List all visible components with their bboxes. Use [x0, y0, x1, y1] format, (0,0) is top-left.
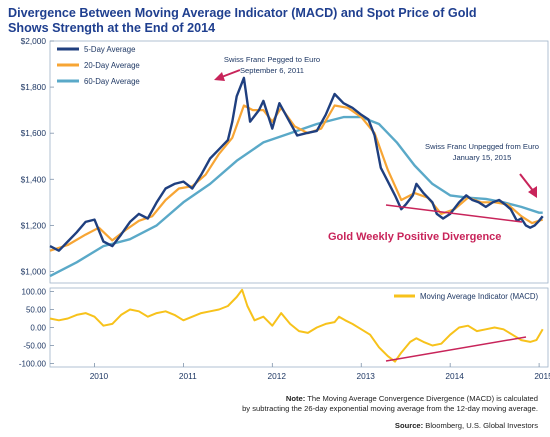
note-label: Note: — [285, 394, 306, 403]
legend-label-macd: Moving Average Indicator (MACD) — [420, 292, 539, 301]
x-tick-label: 2014 — [445, 371, 464, 381]
macd-y-tick-label: 0.00 — [30, 324, 46, 333]
price-y-tick-label: $1,200 — [21, 220, 47, 230]
chart-title: Divergence Between Moving Average Indica… — [8, 6, 528, 36]
legend-label-five-day-average-line: 5-Day Average — [84, 45, 135, 54]
x-tick-label: 2010 — [90, 371, 109, 381]
title-line-1: Divergence Between Moving Average Indica… — [8, 6, 477, 20]
annotation-peg-line1: Swiss Franc Pegged to Euro — [224, 55, 320, 64]
legend-label-twenty-day-average-line: 20-Day Average — [84, 61, 140, 70]
note-text-line-2: by subtracting the 26-day exponential mo… — [242, 404, 538, 413]
macd-y-tick-label: 50.00 — [26, 306, 47, 315]
price-y-tick-label: $2,000 — [21, 36, 47, 46]
macd-y-tick-label: -50.00 — [23, 341, 46, 350]
x-tick-label: 2011 — [179, 371, 197, 381]
macd-y-tick-label: -100.00 — [19, 359, 47, 368]
title-line-2: Shows Strength at the End of 2014 — [8, 21, 216, 35]
twenty-day-average-line — [49, 104, 544, 252]
macd-divergence-line — [385, 336, 527, 362]
chart-note: Note: The Moving Average Convergence Div… — [18, 394, 538, 414]
x-tick-label: 2012 — [268, 371, 287, 381]
source-label: Source: — [394, 421, 424, 430]
x-tick-label: 2015 — [534, 371, 550, 381]
x-tick-label: 2013 — [356, 371, 375, 381]
annotation-unpeg-line1: Swiss Franc Unpegged from Euro — [425, 142, 539, 151]
price-y-tick-label: $1,000 — [21, 266, 47, 276]
annotation-peg-arrow-head — [214, 72, 225, 81]
divergence-label: Gold Weekly Positive Divergence — [328, 231, 501, 243]
annotation-unpeg-arrow-head — [528, 186, 537, 198]
price-y-tick-label: $1,800 — [21, 82, 47, 92]
macd-line — [49, 288, 544, 363]
chart-source: Source: Bloomberg, U.S. Global Investors — [395, 421, 538, 430]
source-text: Bloomberg, U.S. Global Investors — [425, 421, 538, 430]
price-divergence-line — [385, 204, 523, 223]
annotation-unpeg-arrow-shaft — [519, 173, 535, 193]
annotation-peg-line2: September 6, 2011 — [240, 66, 304, 75]
five-day-average-line — [49, 76, 544, 252]
legend-label-sixty-day-average-line: 60-Day Average — [84, 77, 140, 86]
note-text-line-1: The Moving Average Convergence Divergenc… — [307, 394, 538, 403]
sixty-day-average-line — [49, 115, 543, 278]
macd-y-tick-label: 100.00 — [22, 288, 47, 297]
price-y-tick-label: $1,400 — [21, 174, 47, 184]
price-y-tick-label: $1,600 — [21, 128, 47, 138]
price-panel-frame — [49, 40, 549, 284]
annotation-unpeg-line2: January 15, 2015 — [453, 153, 512, 162]
